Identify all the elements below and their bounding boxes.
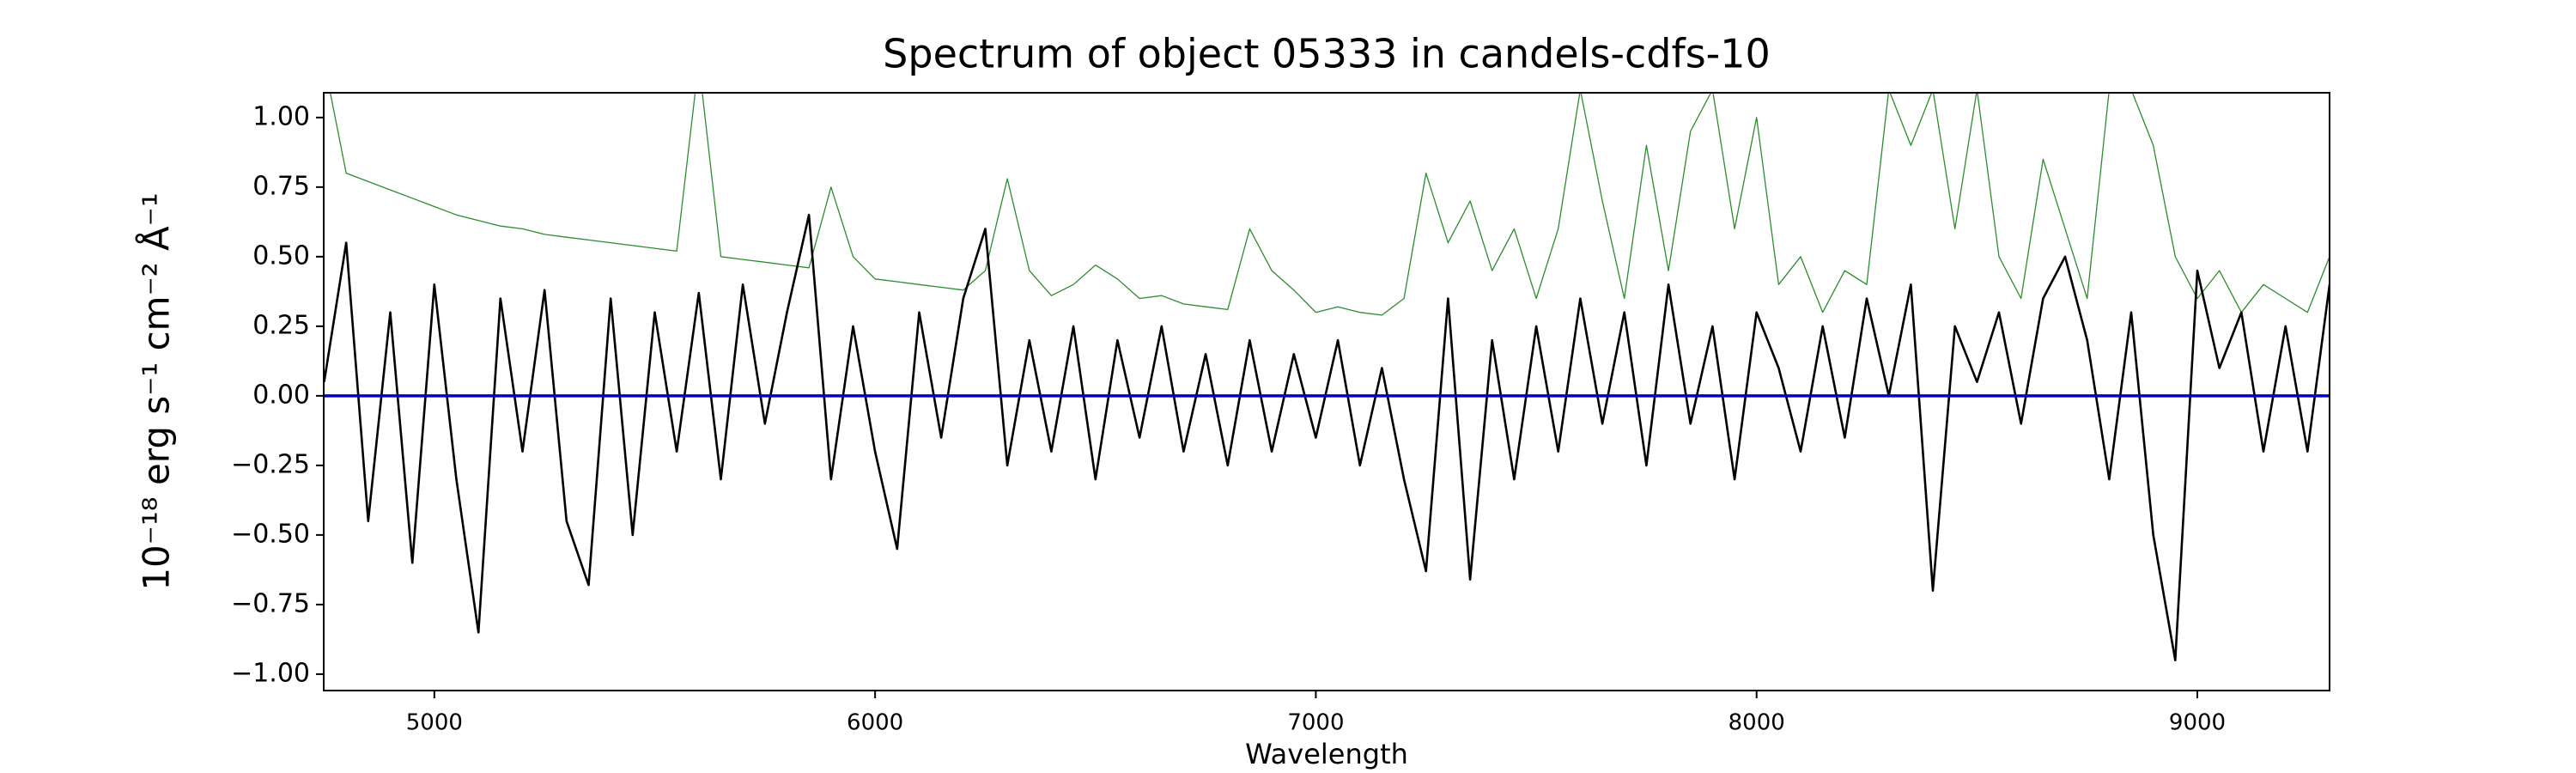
spectrum-line bbox=[329, 93, 2330, 316]
y-tick-label: 0.50 bbox=[252, 240, 310, 271]
y-tick-label: −0.50 bbox=[231, 519, 310, 549]
axes-frame bbox=[323, 92, 2330, 691]
y-tick-label: −1.00 bbox=[231, 658, 310, 688]
plot-area bbox=[324, 93, 2330, 661]
chart-title: Spectrum of object 05333 in candels-cdfs… bbox=[883, 31, 1771, 77]
x-tick-label: 5000 bbox=[406, 710, 463, 736]
x-tick-label: 9000 bbox=[2169, 710, 2226, 736]
y-tick-label: −0.25 bbox=[231, 449, 310, 479]
y-tick-label: 0.75 bbox=[252, 171, 310, 201]
y-tick-label: 0.00 bbox=[252, 380, 310, 410]
spectrum-line bbox=[324, 213, 2330, 661]
x-tick-label: 7000 bbox=[1287, 710, 1344, 736]
x-tick-label: 8000 bbox=[1728, 710, 1785, 736]
y-tick-label: −0.75 bbox=[231, 588, 310, 618]
y-axis-label: 10⁻¹⁸ erg s⁻¹ cm⁻² Å⁻¹ bbox=[135, 192, 178, 590]
y-tick-label: 0.25 bbox=[252, 310, 310, 340]
x-axis-label: Wavelength bbox=[1245, 738, 1408, 770]
x-tick-label: 6000 bbox=[847, 710, 903, 736]
y-tick-label: 1.00 bbox=[252, 101, 310, 131]
